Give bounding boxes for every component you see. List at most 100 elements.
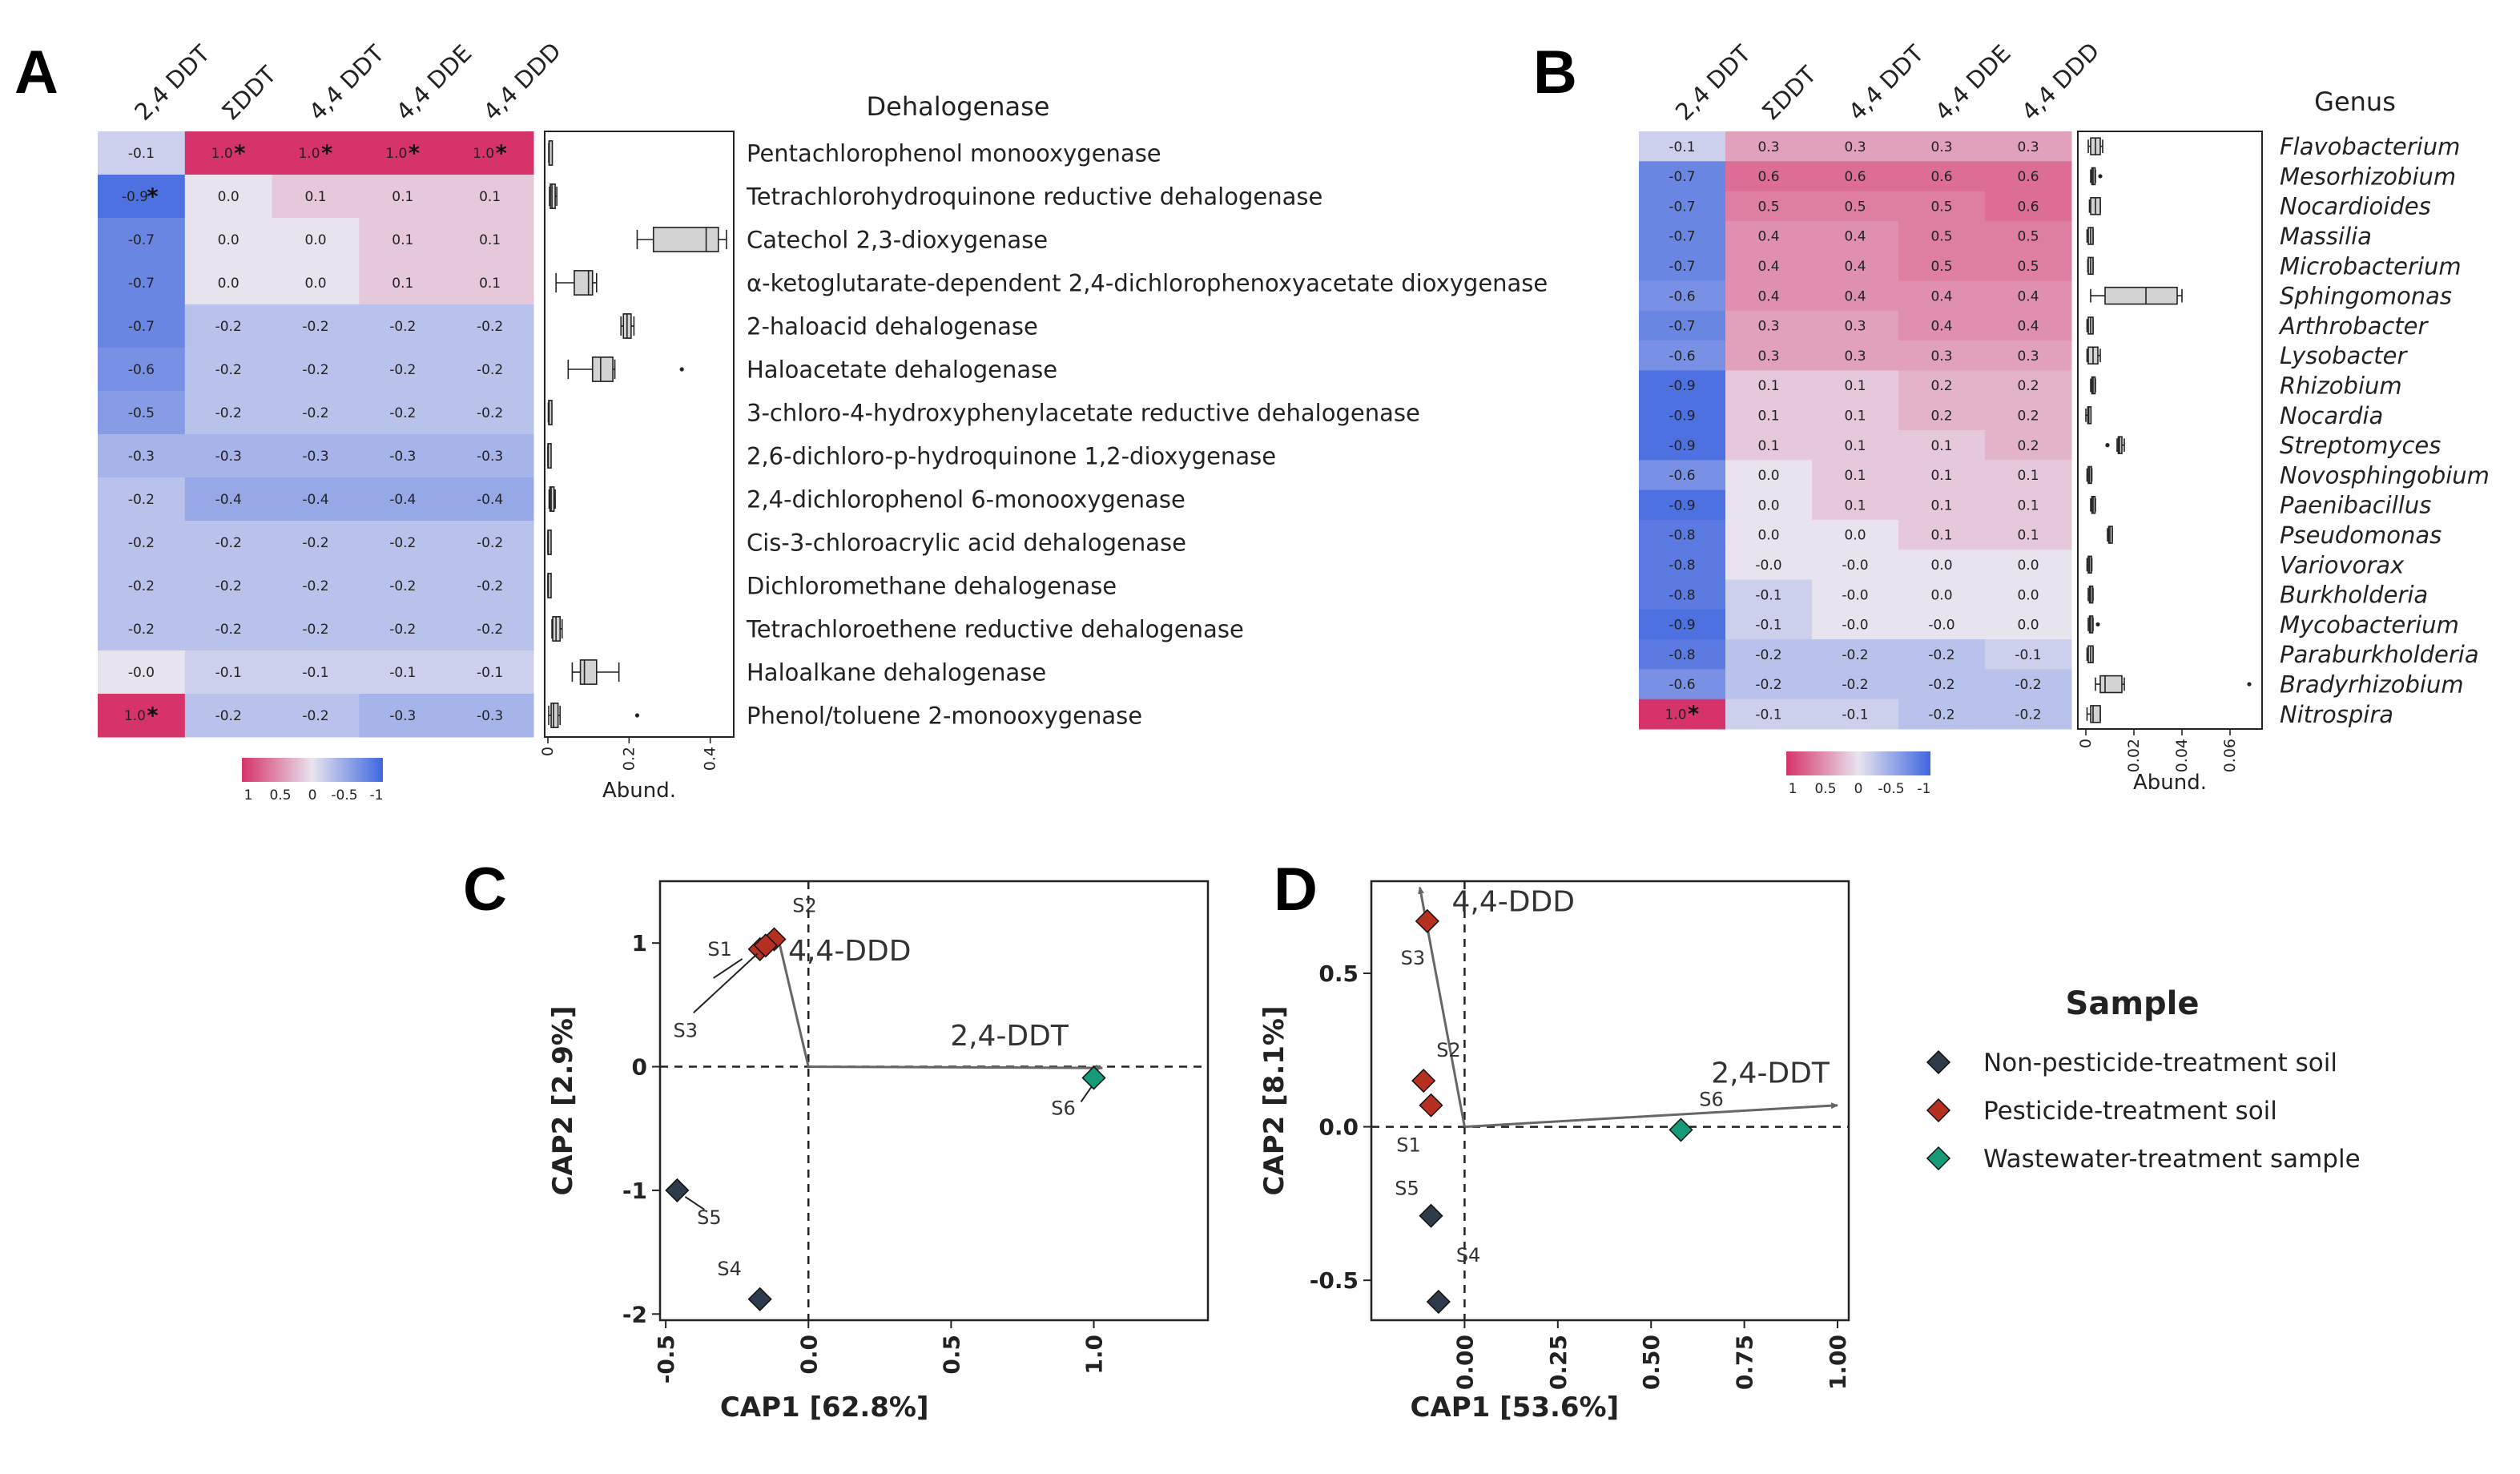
heatmap-cell-label: -0.1 <box>1669 139 1695 155</box>
heatmap-cell-label: 0.3 <box>1844 319 1866 335</box>
heatmap-cell-label: 0.0 <box>218 189 240 205</box>
heatmap-cell <box>1639 550 1726 580</box>
heatmap-cell-label: 0.6 <box>1930 169 1952 185</box>
heatmap-cell <box>1639 609 1726 640</box>
sample-label: S5 <box>1395 1178 1419 1200</box>
heatmap-cell-label: 0.1 <box>479 232 501 248</box>
colorbar-tick-label: -1 <box>1918 781 1931 797</box>
heatmap-cell-label: 0.1 <box>1757 378 1779 394</box>
heatmap-cell-label: 0.4 <box>2017 288 2039 304</box>
heatmap-cell-label: -0.7 <box>1669 259 1695 275</box>
heatmap-cell-label: 0.3 <box>2017 348 2039 364</box>
heatmap-cell <box>359 175 447 219</box>
heatmap-cell <box>98 261 186 305</box>
panel-label-c: C <box>463 856 507 924</box>
heatmap-cell-label: 0.5 <box>1930 259 1952 275</box>
heatmap-cell <box>359 694 447 738</box>
heatmap-cell <box>1985 131 2072 162</box>
heatmap-cell-label: -0.0 <box>1842 587 1868 603</box>
vector-label: 4,4-DDD <box>1452 886 1575 919</box>
heatmap-cell <box>98 521 186 565</box>
heatmap-cell <box>446 391 534 435</box>
y-axis-label: CAP2 [2.9%] <box>547 1005 579 1195</box>
heatmap-cell-label: 0.4 <box>2017 319 2039 335</box>
column-header: 4,4 DDE <box>1930 39 2016 126</box>
heatmap-cell <box>1898 609 1986 640</box>
heatmap-cell <box>1639 220 1726 252</box>
boxplot-outlier <box>2095 622 2100 627</box>
heatmap-cell-label: 0.6 <box>2017 199 2039 215</box>
heatmap-cell <box>1898 131 1986 162</box>
sample-label: S6 <box>1699 1088 1724 1110</box>
heatmap-cell <box>184 391 273 435</box>
row-label: 2,4-dichlorophenol 6-monooxygenase <box>747 485 1186 513</box>
heatmap-cell <box>1725 460 1813 491</box>
heatmap-cell-label: -0.3 <box>477 449 503 465</box>
heatmap-cell-label: 0.1 <box>304 189 326 205</box>
boxplot-tick-label: 0.2 <box>620 747 638 771</box>
sample-point <box>1415 908 1439 933</box>
heatmap-cell-label: 0.0 <box>2017 558 2039 574</box>
heatmap-cell <box>1725 220 1813 252</box>
heatmap-cell-label: -0.6 <box>1669 677 1695 693</box>
heatmap-cell-label: -0.2 <box>1928 677 1954 693</box>
heatmap-cell <box>446 304 534 348</box>
heatmap-cell <box>1898 550 1986 580</box>
heatmap-cell-label: -0.1 <box>389 665 416 681</box>
row-label: Novosphingobium <box>2280 461 2490 489</box>
heatmap-cell-label: 0.0 <box>1930 558 1952 574</box>
heatmap-cell-label: -0.2 <box>1928 707 1954 723</box>
sample-label: S2 <box>792 895 817 917</box>
row-label: Pentachlorophenol monooxygenase <box>747 139 1161 167</box>
heatmap-cell-label: 0.3 <box>1757 139 1779 155</box>
heatmap-cell <box>272 564 360 608</box>
heatmap-cell <box>1985 251 2072 281</box>
row-label: 3-chloro-4-hydroxyphenylacetate reductiv… <box>747 399 1420 426</box>
heatmap-cell-label: -0.1 <box>128 146 155 162</box>
heatmap-cell <box>1639 460 1726 491</box>
biplot-vector <box>1464 1102 1839 1129</box>
heatmap-cell-label: -0.6 <box>128 362 155 378</box>
heatmap-cell <box>1639 400 1726 431</box>
heatmap-cell <box>1985 340 2072 371</box>
heatmap-cell <box>1985 430 2072 461</box>
sample-point <box>747 1287 772 1311</box>
heatmap-cell-label: -0.9 <box>1669 438 1695 454</box>
heatmap-cell-label: -0.2 <box>1755 677 1781 693</box>
heatmap-cell-label: 0.1 <box>1844 438 1866 454</box>
heatmap-cell <box>446 694 534 738</box>
sample-point <box>1426 1289 1451 1315</box>
sample-label: S3 <box>674 1019 698 1041</box>
sample-label: S4 <box>717 1258 742 1280</box>
row-label: Bradyrhizobium <box>2280 671 2464 698</box>
boxplot-xlabel: Abund. <box>2133 771 2207 795</box>
boxplot-frame <box>2077 131 2263 730</box>
heatmap-cell <box>184 348 273 392</box>
heatmap-cell-label: -0.9 <box>1669 378 1695 394</box>
heatmap-cell <box>272 304 360 348</box>
heatmap-cell <box>1985 191 2072 222</box>
sample-label: S5 <box>697 1206 722 1229</box>
heatmap-cell <box>359 218 447 262</box>
heatmap-cell <box>272 607 360 651</box>
heatmap-cell <box>1725 609 1813 640</box>
significance-marker: * <box>409 141 420 166</box>
legend-entry-label: Pesticide-treatment soil <box>1983 1097 2277 1126</box>
legend-marker <box>1926 1146 1951 1171</box>
heatmap-cell-label: -0.0 <box>1842 618 1868 634</box>
heatmap-cell <box>1639 489 1726 521</box>
x-tick-label: 0.50 <box>1638 1335 1665 1390</box>
heatmap-cell-label: -0.2 <box>1842 647 1868 663</box>
heatmap-cell <box>1812 161 1899 192</box>
sample-point <box>665 1178 690 1202</box>
row-label: Haloalkane dehalogenase <box>747 658 1046 686</box>
heatmap-cell-label: 0.2 <box>1930 408 1952 424</box>
heatmap-cell-label: -0.2 <box>215 622 242 638</box>
heatmap-cell <box>1898 370 1986 401</box>
heatmap-cell-label: -0.2 <box>389 405 416 421</box>
heatmap-cell <box>1639 191 1726 222</box>
heatmap-cell-label: 0.1 <box>1930 528 1952 544</box>
boxplot-frame <box>544 131 735 738</box>
heatmap-cell-label: -0.2 <box>302 622 328 638</box>
heatmap-cell-label: 0.1 <box>479 189 501 205</box>
